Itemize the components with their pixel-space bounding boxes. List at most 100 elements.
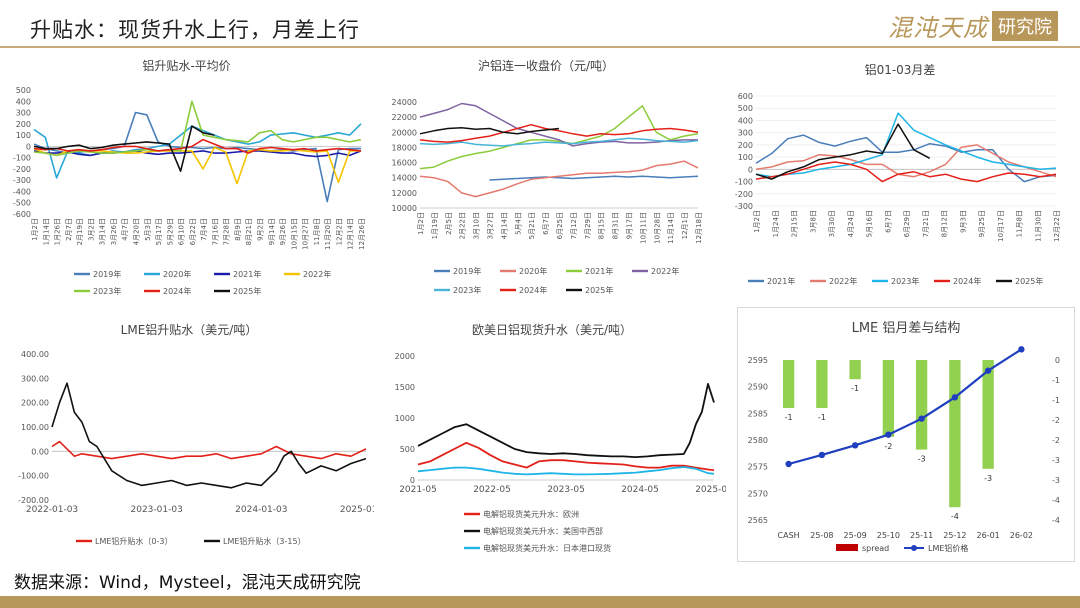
legend-label: 2024年 <box>163 286 191 296</box>
series-line-2 <box>755 112 1057 178</box>
y-tick-label: 22000 <box>392 113 417 122</box>
series-line-5 <box>419 123 699 143</box>
chart-title: 沪铝连一收盘价（元/吨） <box>478 58 614 73</box>
legend-label: 2021年 <box>233 269 261 279</box>
x-tick-label: 2025-05 <box>695 485 726 495</box>
y-tick-label: 500 <box>16 86 31 95</box>
x-tick-label: 5月4日 <box>514 212 522 235</box>
price-point <box>951 394 959 401</box>
price-point <box>885 431 892 438</box>
chart-title: LME 铝月差与结构 <box>852 321 961 336</box>
y-tick-label: 24000 <box>392 98 417 107</box>
series-line-0 <box>489 175 699 181</box>
data-source-note: 数据来源：Wind，Mysteel，混沌天成研究院 <box>14 573 361 593</box>
series-line-2 <box>417 466 715 476</box>
legend-label: 2020年 <box>163 269 191 279</box>
y-tick-label: -200 <box>735 190 753 199</box>
series-line-1 <box>419 160 699 198</box>
y-tick-label-right: -3 <box>1052 456 1060 465</box>
x-tick-label: 10月11日 <box>639 212 647 244</box>
legend-label: 2025年 <box>1015 276 1043 286</box>
legend-label: 电解铝现货美元升水：日本港口现货 <box>483 543 611 553</box>
price-line <box>788 348 1022 466</box>
y-tick-label: 0 <box>410 476 415 485</box>
y-tick-label: 400 <box>738 116 753 125</box>
x-tick-label: 4月20日 <box>132 218 140 245</box>
y-tick-label: 1500 <box>395 383 415 392</box>
spread-bar <box>849 360 861 380</box>
spread-bar-label: -2 <box>884 442 892 451</box>
x-tick-label: 9月14日 <box>268 218 276 245</box>
x-tick-label: 26-02 <box>1010 531 1033 540</box>
series-line-1 <box>51 382 367 489</box>
x-tick-label: 12月1日 <box>681 212 689 239</box>
series-line-0 <box>755 134 1057 183</box>
x-tick-label: 4月7日 <box>121 218 129 241</box>
x-tick-label: 5月16日 <box>866 210 874 237</box>
price-point <box>785 460 792 468</box>
chart-panel-4: LME铝升贴水（美元/吨） 400.00 300.00 200.00 100.00 0.0… <box>4 312 374 562</box>
series-line-1 <box>755 144 1057 178</box>
chart-panel-2: 沪铝连一收盘价（元/吨） 24000 22000 20000 18000 16000 140… <box>372 52 720 302</box>
y-tick-label-right: -1 <box>1052 376 1060 385</box>
spread-bar-label: -4 <box>951 512 959 521</box>
y-tick-label: 20000 <box>392 128 417 137</box>
legend-label: 2024年 <box>953 276 981 286</box>
x-tick-label: 1月19日 <box>431 212 439 239</box>
y-tick-label: 14000 <box>392 174 417 183</box>
spread-bar-label: -1 <box>785 413 793 422</box>
x-tick-label: 8月9日 <box>234 218 242 241</box>
spread-bar-label: -3 <box>984 474 992 483</box>
y-tick-label: 200 <box>16 120 31 129</box>
price-point <box>918 415 925 422</box>
chart-panel-6: LME 铝月差与结构 2595 2590 2585 2580 2575 2570 2565 0 -… <box>737 307 1075 562</box>
price-point <box>851 442 859 449</box>
x-tick-label: 2月15日 <box>791 210 799 237</box>
legend-label: spread <box>862 544 889 553</box>
series-line-0 <box>51 440 367 460</box>
y-tick-label: 400.00 <box>21 350 49 359</box>
series-line-3 <box>419 102 698 147</box>
y-tick-label: 100 <box>738 153 753 162</box>
series-line-6 <box>419 126 560 135</box>
series-line-4 <box>33 100 362 157</box>
y-tick-label: -300 <box>13 176 31 185</box>
x-tick-label: 11月8日 <box>1016 210 1024 237</box>
chart-title: 欧美日铝现货升水（美元/吨） <box>472 322 632 337</box>
y-tick-label: 600 <box>738 92 753 101</box>
y-tick-label-left: 2575 <box>748 463 768 472</box>
x-tick-label: 6月29日 <box>903 210 911 237</box>
y-tick-label: -100 <box>13 154 31 163</box>
chart-title: 铝01-03月差 <box>865 62 936 77</box>
x-tick-label: 11月14日 <box>667 212 675 244</box>
x-tick-label: 3月14日 <box>99 218 107 245</box>
y-tick-label-right: -2 <box>1052 436 1060 445</box>
chart-c3: 铝01-03月差6005004003002001000-100-200-3001… <box>735 62 1061 286</box>
y-tick-label: 12000 <box>392 189 417 198</box>
x-tick-label: 9月3日 <box>959 210 967 233</box>
x-tick-label: 3月10日 <box>473 212 481 239</box>
y-tick-label-right: -2 <box>1052 416 1060 425</box>
x-tick-label: CASH <box>778 531 800 540</box>
x-tick-label: 1月14日 <box>42 218 50 245</box>
y-tick-label: 300.00 <box>21 374 49 383</box>
legend-label: 2023年 <box>453 285 481 295</box>
chart-c6: LME 铝月差与结构 2595 2590 2585 2580 2575 2570 2565 0 -… <box>748 321 1060 553</box>
y-tick-label: 10000 <box>392 204 417 213</box>
legend-label: 2022年 <box>651 266 679 276</box>
legend-label: LME铝升贴水（3-15） <box>223 536 306 546</box>
x-tick-label: 6月7日 <box>884 210 892 233</box>
x-tick-label: 9月17日 <box>626 212 634 239</box>
x-tick-label: 25-09 <box>844 531 867 540</box>
chart-title: 铝升贴水-平均价 <box>142 58 230 73</box>
spread-bar <box>915 360 928 450</box>
x-tick-label: 2023-01-03 <box>131 505 183 515</box>
price-point <box>1018 346 1025 353</box>
chart-panel-3: 铝01-03月差 600 500 400 300 200 100 0 -100 -200 -300 1… <box>726 56 1074 292</box>
y-tick-label: 16000 <box>392 159 417 168</box>
x-tick-label: 6月22日 <box>189 218 197 245</box>
spread-bar-label: -3 <box>918 455 926 464</box>
y-tick-label: 0 <box>26 142 31 151</box>
legend-label: 2019年 <box>453 266 481 276</box>
